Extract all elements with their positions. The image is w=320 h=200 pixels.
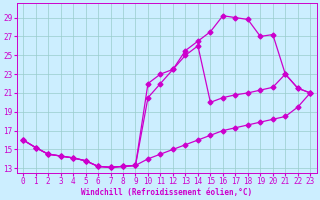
X-axis label: Windchill (Refroidissement éolien,°C): Windchill (Refroidissement éolien,°C) <box>81 188 252 197</box>
